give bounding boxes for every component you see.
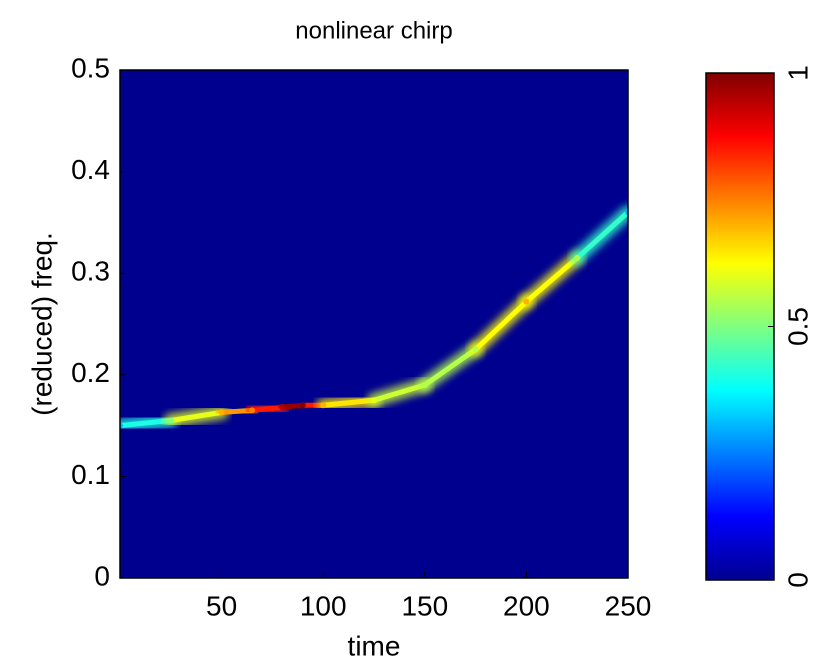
chart-title: nonlinear chirp bbox=[295, 17, 452, 44]
ridge-segment bbox=[371, 382, 428, 403]
x-tick-label: 200 bbox=[503, 590, 550, 621]
y-tick-label: 0.3 bbox=[71, 256, 110, 287]
x-tick-label: 100 bbox=[300, 590, 347, 621]
ridge-segment bbox=[168, 409, 225, 424]
ridge-point bbox=[167, 417, 174, 424]
ridge-segment bbox=[320, 397, 377, 408]
x-tick-label: 50 bbox=[206, 590, 237, 621]
colorbar-tick-label: 0 bbox=[782, 572, 813, 588]
ridge-segment bbox=[574, 209, 628, 261]
ridge-point bbox=[299, 402, 306, 409]
ridge-point bbox=[574, 254, 581, 261]
ridge-point bbox=[523, 298, 530, 305]
y-axis-label: (reduced) freq. bbox=[26, 232, 57, 416]
colorbar-tick-label: 1 bbox=[782, 65, 813, 81]
ridge-segment bbox=[120, 418, 174, 429]
y-tick-label: 0.4 bbox=[71, 154, 110, 185]
ridge-point bbox=[249, 407, 256, 414]
colorbar bbox=[705, 72, 775, 581]
x-axis-label: time bbox=[348, 630, 401, 661]
y-tick-label: 0.5 bbox=[71, 52, 110, 83]
y-tick-label: 0.1 bbox=[71, 459, 110, 490]
ridge-point bbox=[421, 381, 428, 388]
ridge bbox=[120, 205, 628, 433]
ridge-segment bbox=[473, 299, 529, 352]
plot-frame bbox=[119, 69, 629, 579]
colorbar-tick-label: 0.5 bbox=[782, 307, 813, 346]
ridge-point bbox=[279, 404, 286, 411]
ridge-point bbox=[218, 409, 225, 416]
x-tick-label: 150 bbox=[401, 590, 448, 621]
ridge-segment bbox=[523, 255, 580, 305]
y-tick-label: 0.2 bbox=[71, 357, 110, 388]
x-tick-label: 250 bbox=[605, 590, 652, 621]
ridge-segment bbox=[422, 346, 479, 388]
plot-background bbox=[120, 70, 628, 578]
ridge-point bbox=[320, 402, 327, 409]
ridge-point bbox=[371, 397, 377, 404]
ridge-point bbox=[472, 346, 479, 353]
y-tick-label: 0 bbox=[94, 560, 110, 591]
